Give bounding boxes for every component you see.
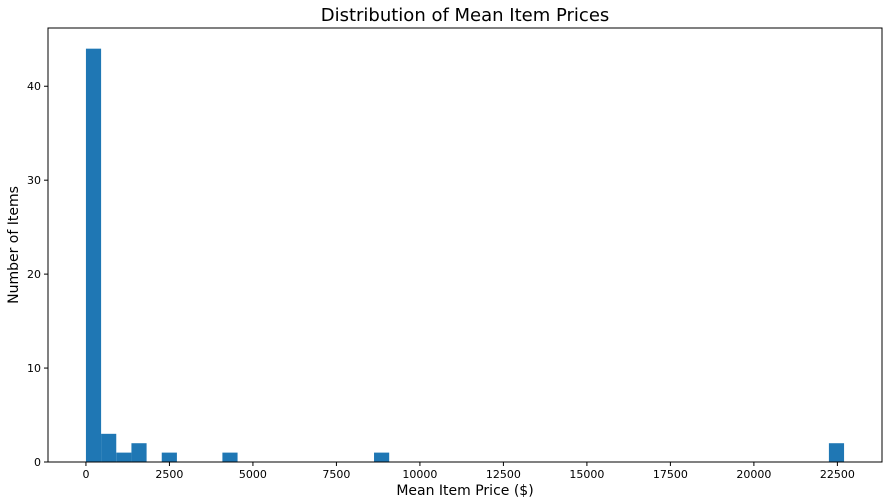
histogram-bar-2 [116, 452, 132, 462]
y-tick-label-3: 30 [27, 174, 41, 187]
y-ticks: 0 10 20 30 40 [27, 80, 48, 469]
chart-title: Distribution of Mean Item Prices [321, 5, 610, 26]
x-axis-label: Mean Item Price ($) [396, 483, 533, 499]
x-ticks: 0 2500 5000 7500 10000 12500 15000 17500 20000 22… [82, 462, 855, 481]
x-tick-label-8: 20000 [736, 468, 771, 481]
plot-frame [47, 27, 883, 463]
histogram-bar-1 [101, 433, 117, 462]
y-axis-label: Number of Items [6, 186, 22, 304]
x-tick-label-4: 10000 [402, 468, 437, 481]
bars-group [85, 48, 845, 463]
histogram-bar-0 [85, 48, 102, 463]
x-tick-label-2: 5000 [239, 468, 267, 481]
y-tick-label-1: 10 [27, 362, 41, 375]
histogram-bar-6 [374, 452, 390, 462]
y-tick-label-2: 20 [27, 268, 41, 281]
x-tick-label-1: 2500 [155, 468, 183, 481]
x-tick-label-9: 22500 [820, 468, 855, 481]
plot-area [48, 28, 882, 462]
x-tick-label-0: 0 [82, 468, 89, 481]
histogram-bar-7 [828, 443, 845, 462]
histogram-bar-3 [131, 443, 147, 462]
x-tick-label-7: 17500 [653, 468, 688, 481]
x-tick-label-5: 12500 [486, 468, 521, 481]
x-tick-label-3: 7500 [322, 468, 350, 481]
y-tick-label-0: 0 [34, 456, 41, 469]
x-tick-label-6: 15000 [569, 468, 604, 481]
histogram-bar-4 [161, 452, 177, 462]
y-tick-label-4: 40 [27, 80, 41, 93]
histogram-bar-5 [222, 452, 238, 462]
